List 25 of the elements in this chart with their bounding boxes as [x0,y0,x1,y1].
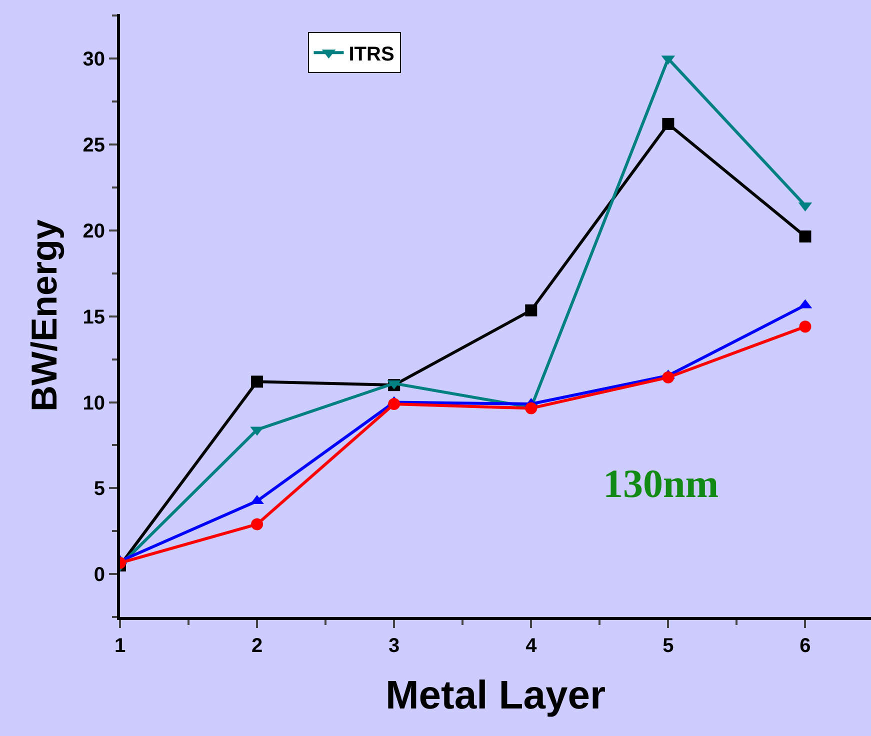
y-axis-title: BW/Energy [24,219,65,412]
point [525,304,538,316]
point [662,371,674,384]
y-tick-label: 25 [82,134,105,157]
x-tick-label: 3 [388,635,400,657]
point [662,118,674,130]
legend-label: ITRS [348,43,394,66]
y-tick-label: 20 [82,220,105,242]
x-tick-label: 1 [114,635,126,657]
x-axis-title: Metal Layer [385,674,606,718]
point [251,518,264,530]
point [799,230,812,242]
x-tick-label: 2 [251,635,263,657]
point [799,320,812,333]
x-tick-label: 4 [526,635,538,657]
annotation: 130nm [603,461,719,506]
point [388,398,400,410]
y-tick-label: 0 [94,564,105,586]
y-tick-label: 15 [82,306,105,328]
x-tick-label: 5 [662,635,674,657]
y-tick-label: 10 [82,392,105,414]
y-tick-label: 5 [94,478,105,500]
x-tick-label: 6 [800,635,811,657]
point [251,376,264,388]
y-tick-label: 30 [82,48,105,71]
